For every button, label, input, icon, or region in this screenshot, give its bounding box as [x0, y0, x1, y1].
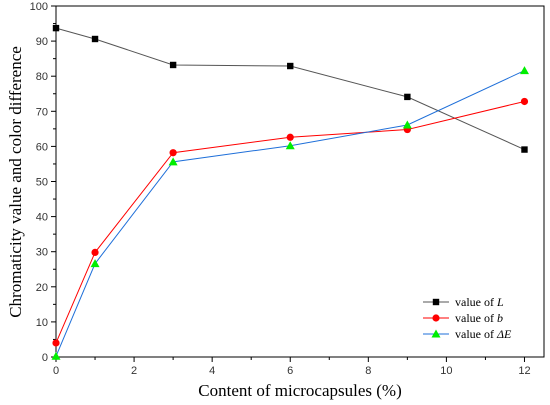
data-point — [285, 141, 295, 150]
legend-label: value of b — [455, 311, 503, 325]
plot-area: 0 2 4 6 8 10 12 0 10 20 30 40 50 60 70 80 90 100 — [30, 1, 545, 377]
data-point — [91, 248, 99, 257]
data-point — [51, 351, 61, 360]
legend-item: value of b — [423, 311, 503, 325]
data-point — [52, 24, 60, 32]
y-tick-label: 100 — [30, 1, 48, 13]
y-tick-label: 10 — [36, 317, 48, 329]
data-point — [168, 157, 178, 166]
x-axis-title: Content of microcapsules (%) — [198, 381, 401, 400]
x-tick-label: 8 — [365, 365, 371, 377]
y-tick-label: 40 — [36, 212, 48, 224]
series-line — [55, 100, 525, 344]
y-tick-label: 30 — [36, 247, 48, 259]
series-line — [55, 70, 525, 357]
series-2 — [52, 97, 529, 347]
legend-marker — [432, 314, 440, 322]
data-point — [402, 120, 412, 129]
x-tick-label: 0 — [53, 365, 59, 377]
x-tick-label: 2 — [131, 365, 137, 377]
data-point — [169, 149, 177, 157]
x-tick-label: 10 — [440, 365, 452, 377]
data-point — [521, 146, 528, 153]
x-tick-label: 6 — [287, 365, 293, 377]
series-1 — [52, 24, 528, 153]
x-tick-label: 12 — [518, 365, 530, 377]
data-point — [287, 62, 294, 70]
y-axis-title: Chromaticity value and color difference — [6, 46, 25, 318]
legend-label: value of ΔE — [455, 327, 512, 341]
data-point — [520, 97, 529, 106]
legend-marker — [432, 298, 440, 306]
legend-label: value of L — [455, 295, 504, 309]
series-line — [55, 27, 525, 151]
legend-item: value of ΔE — [423, 327, 512, 341]
data-point — [519, 66, 529, 75]
y-tick-label: 60 — [36, 141, 48, 153]
data-point — [404, 93, 411, 101]
y-tick-label: 90 — [36, 36, 48, 48]
y-tick-label: 80 — [36, 71, 48, 83]
series-3 — [51, 66, 529, 360]
data-point — [91, 35, 99, 43]
legend: value of L value of b value of ΔE — [423, 295, 512, 341]
x-tick-label: 4 — [209, 365, 215, 377]
data-point — [90, 259, 100, 268]
data-point — [286, 133, 294, 141]
y-tick-label: 0 — [42, 352, 48, 364]
y-tick-label: 70 — [36, 106, 48, 118]
data-point — [52, 339, 60, 347]
legend-item: value of L — [423, 295, 504, 309]
legend-marker — [431, 329, 441, 338]
y-tick-label: 50 — [36, 177, 48, 189]
y-tick-label: 20 — [36, 282, 48, 294]
data-point — [169, 61, 177, 69]
